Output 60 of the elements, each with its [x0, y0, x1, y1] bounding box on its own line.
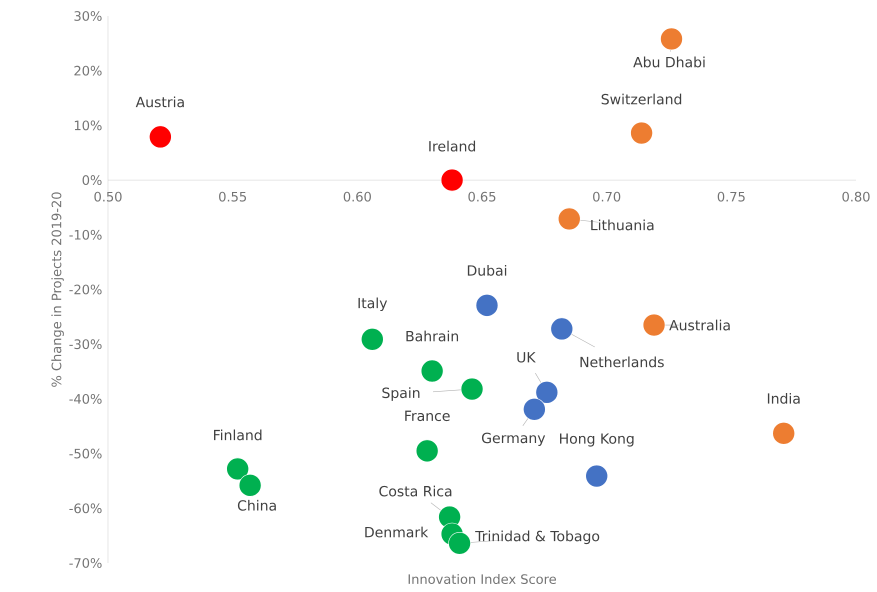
x-tick-label: 0.80: [842, 192, 870, 202]
x-tick-label: 0.50: [94, 192, 122, 202]
annotation: Abu Dhabi: [633, 56, 705, 68]
annotation: Italy: [358, 298, 388, 312]
point: [476, 294, 498, 317]
y-tick-label: 20%: [74, 66, 102, 76]
point: [448, 532, 471, 555]
annotation: Trinidad & Tobago: [475, 530, 600, 544]
point: [660, 28, 683, 50]
point: [420, 360, 444, 382]
y-tick-label: 0%: [82, 175, 102, 186]
annotation: China: [238, 500, 276, 511]
point: [772, 422, 795, 445]
point: [536, 381, 558, 404]
annotation: Hong Kong: [560, 433, 634, 447]
y-tick-label: -50%: [69, 448, 102, 459]
x-tick-label: 0.70: [593, 192, 620, 202]
point: [416, 440, 438, 462]
y-tick-label: -10%: [69, 230, 102, 240]
annotation: Austria: [136, 96, 184, 108]
annotation: Australia: [669, 320, 730, 330]
y-tick-label: 30%: [74, 11, 102, 21]
annotation: Denmark: [365, 526, 428, 538]
point: [558, 208, 581, 230]
point: [149, 126, 172, 148]
annotation: Spain: [382, 387, 420, 401]
point: [360, 328, 384, 351]
point: [460, 378, 484, 400]
annotation: Netherlands: [580, 356, 664, 368]
annotation: India: [768, 392, 800, 404]
point: [630, 122, 653, 144]
annotation: Costa Rica: [379, 486, 452, 496]
y-tick-label: -40%: [69, 394, 102, 404]
point: [238, 474, 262, 497]
point: [226, 458, 249, 480]
point: [585, 464, 608, 488]
annotation: Ireland: [429, 140, 476, 152]
x-axis-title: Innovation Index Score: [408, 574, 556, 584]
y-tick-label: -60%: [69, 503, 102, 514]
y-tick-label: 10%: [74, 120, 102, 130]
annotation: Dubai: [468, 264, 506, 276]
annotation: Lithuania: [591, 220, 654, 230]
x-tick-label: 0.75: [718, 192, 745, 202]
annotation: Finland: [214, 430, 262, 440]
y-axis-title: % Change in Projects 2019-20: [51, 192, 64, 387]
x-tick-label: 0.65: [468, 192, 496, 202]
point: [550, 318, 574, 340]
annotation: Bahrain: [406, 330, 458, 342]
y-tick-label: -20%: [69, 284, 102, 294]
point: [642, 314, 666, 336]
point: [440, 168, 464, 192]
annotation: France: [405, 410, 450, 422]
point: [523, 398, 546, 421]
y-tick-label: -30%: [69, 339, 102, 350]
annotation: Switzerland: [602, 94, 682, 104]
x-tick-label: 0.60: [344, 192, 371, 202]
annotation: Germany: [482, 432, 546, 446]
y-tick-label: -70%: [69, 558, 102, 568]
x-tick-label: 0.55: [219, 192, 246, 202]
annotation: UK: [517, 352, 536, 363]
